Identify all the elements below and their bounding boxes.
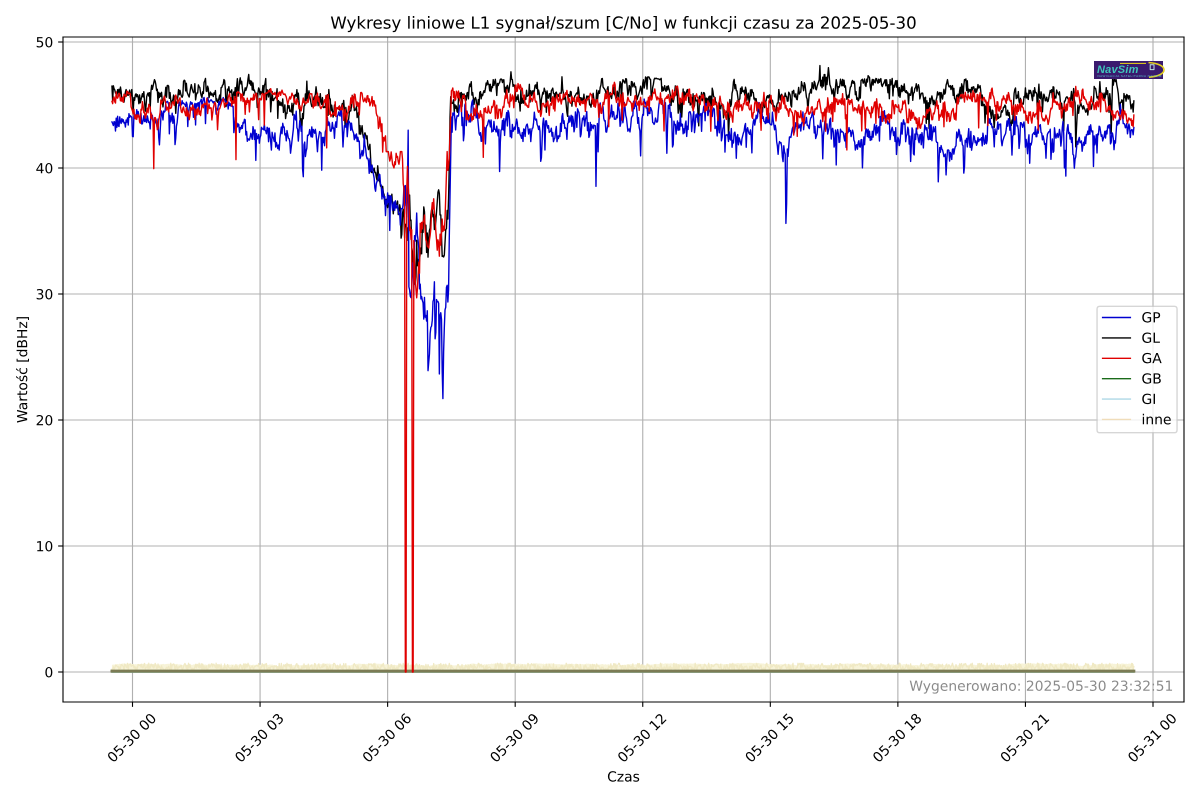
svg-text:NAWIGACJA SATELITARNA NAVSIM: NAWIGACJA SATELITARNA NAVSIM [1098,74,1162,78]
svg-text:NavSim: NavSim [1097,64,1139,76]
